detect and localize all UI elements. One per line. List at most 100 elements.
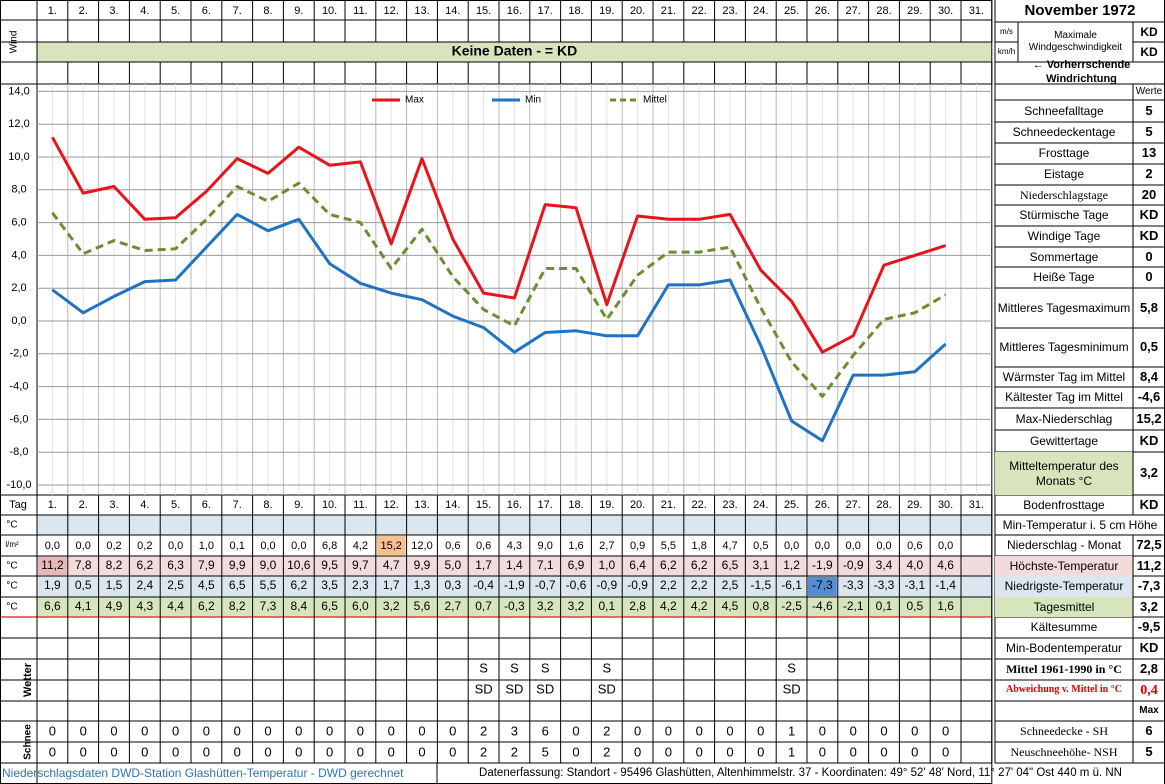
stat-value: 2,8 bbox=[1139, 661, 1159, 677]
series-line bbox=[51, 212, 947, 443]
day-label: 7. bbox=[233, 499, 242, 511]
temp-value: 7,1 bbox=[537, 558, 554, 572]
stat-label: Stürmische Tage bbox=[1019, 208, 1109, 222]
temp-value: -0,3 bbox=[504, 599, 525, 613]
day-label: 5. bbox=[171, 5, 180, 17]
snow-value: 0 bbox=[757, 723, 764, 738]
temp-value: 4,7 bbox=[383, 558, 400, 572]
day-label: 24. bbox=[753, 5, 768, 17]
day-label: 14. bbox=[445, 5, 460, 17]
unit-label: °C bbox=[6, 581, 17, 592]
values-header: Werte bbox=[1135, 85, 1163, 97]
precip-value: 0,5 bbox=[753, 540, 768, 552]
band-min bbox=[37, 576, 992, 597]
precip-value: 9,0 bbox=[538, 540, 553, 552]
weather-code: SD bbox=[536, 681, 554, 696]
snow-value: 0 bbox=[357, 723, 364, 738]
temp-value: -7,3 bbox=[812, 578, 833, 592]
day-label: 21. bbox=[661, 5, 676, 17]
snow-value: 0 bbox=[172, 723, 179, 738]
snow-value: 0 bbox=[418, 723, 425, 738]
weather-code: SD bbox=[783, 681, 801, 696]
snow-value: 0 bbox=[572, 744, 579, 759]
weather-code: S bbox=[602, 660, 611, 675]
day-label: 23. bbox=[722, 5, 737, 17]
precip-value: 6,8 bbox=[322, 540, 337, 552]
y-tick-label: 2,0 bbox=[11, 282, 26, 294]
day-label: 19. bbox=[599, 5, 614, 17]
day-label: 2. bbox=[79, 5, 88, 17]
precip-value: 1,6 bbox=[568, 540, 583, 552]
legend-label: Min bbox=[525, 95, 541, 106]
y-tick-label: -10,0 bbox=[6, 479, 31, 491]
snow-value: 0 bbox=[141, 744, 148, 759]
temp-value: 2,5 bbox=[722, 578, 739, 592]
snow-value: 0 bbox=[110, 723, 117, 738]
day-label: 12. bbox=[384, 5, 399, 17]
snow-value: 0 bbox=[326, 744, 333, 759]
temp-value: 7,3 bbox=[260, 599, 277, 613]
snow-value: 0 bbox=[757, 744, 764, 759]
temp-value: 6,5 bbox=[722, 558, 739, 572]
snow-value: 0 bbox=[388, 744, 395, 759]
day-label: 16. bbox=[507, 5, 522, 17]
day-label: 15. bbox=[476, 5, 491, 17]
stat-value: 8,4 bbox=[1139, 368, 1159, 384]
weather-label: Wetter bbox=[22, 662, 34, 697]
stat-label: Frosttage bbox=[1038, 146, 1090, 160]
temp-value: 4,3 bbox=[136, 599, 153, 613]
temp-value: 6,2 bbox=[660, 558, 677, 572]
temp-value: 4,5 bbox=[722, 599, 739, 613]
temp-value: 5,6 bbox=[414, 599, 431, 613]
precip-value: 4,7 bbox=[722, 540, 737, 552]
snow-value: 0 bbox=[264, 723, 271, 738]
stat-label: Heiße Tage bbox=[1033, 270, 1095, 284]
temp-value: 10,6 bbox=[287, 558, 311, 572]
day-label: 26. bbox=[815, 499, 830, 511]
day-label: 30. bbox=[938, 5, 953, 17]
stat-value: KD bbox=[1140, 44, 1158, 59]
precip-value: 5,5 bbox=[661, 540, 676, 552]
temp-value: 4,9 bbox=[106, 599, 123, 613]
day-label: 8. bbox=[263, 499, 272, 511]
precip-value: 0,6 bbox=[476, 540, 491, 552]
precip-value: 2,7 bbox=[599, 540, 614, 552]
snow-value: 0 bbox=[418, 744, 425, 759]
y-tick-label: 14,0 bbox=[8, 85, 29, 97]
snow-value: 0 bbox=[880, 723, 887, 738]
temp-value: 8,4 bbox=[290, 599, 307, 613]
wind-direction: ← Vorherrschende Windrichtung bbox=[1032, 59, 1131, 85]
snow-value: 0 bbox=[665, 744, 672, 759]
temp-value: 0,3 bbox=[444, 578, 461, 592]
temp-value: -0,9 bbox=[596, 578, 617, 592]
stat-value: -4,6 bbox=[1137, 389, 1161, 405]
precip-value: 0,6 bbox=[445, 540, 460, 552]
weather-code: SD bbox=[475, 681, 493, 696]
day-label: 5. bbox=[171, 499, 180, 511]
temp-value: 6,2 bbox=[691, 558, 708, 572]
temp-value: -1,9 bbox=[504, 578, 525, 592]
day-label: 1. bbox=[48, 5, 57, 17]
snow-value: 0 bbox=[911, 723, 918, 738]
stat-label: Min-Temperatur i. 5 cm Höhe bbox=[1002, 517, 1158, 532]
stat-label: Mittel 1961-1990 in °C bbox=[1006, 662, 1122, 676]
day-label: 28. bbox=[876, 499, 891, 511]
temp-value: 0,7 bbox=[475, 599, 492, 613]
day-label: 1. bbox=[48, 499, 57, 511]
day-label: 26. bbox=[815, 5, 830, 17]
band-5cm bbox=[37, 515, 992, 535]
stat-value: KD bbox=[1139, 228, 1159, 244]
temp-value: 7,8 bbox=[75, 558, 92, 572]
snow-value: 5 bbox=[542, 744, 549, 759]
stat-label: Max-Niederschlag bbox=[1015, 411, 1113, 426]
temp-value: 6,9 bbox=[568, 558, 585, 572]
highlight-cell bbox=[808, 577, 837, 596]
temp-value: 1,2 bbox=[783, 558, 800, 572]
snow-value: 0 bbox=[388, 723, 395, 738]
temp-value: 5,5 bbox=[260, 578, 277, 592]
weather-code: SD bbox=[505, 681, 523, 696]
temp-value: -6,1 bbox=[781, 578, 802, 592]
stat-value: 3,2 bbox=[1139, 465, 1159, 481]
day-label: 20. bbox=[630, 5, 645, 17]
stat-value: Max bbox=[1139, 704, 1159, 716]
